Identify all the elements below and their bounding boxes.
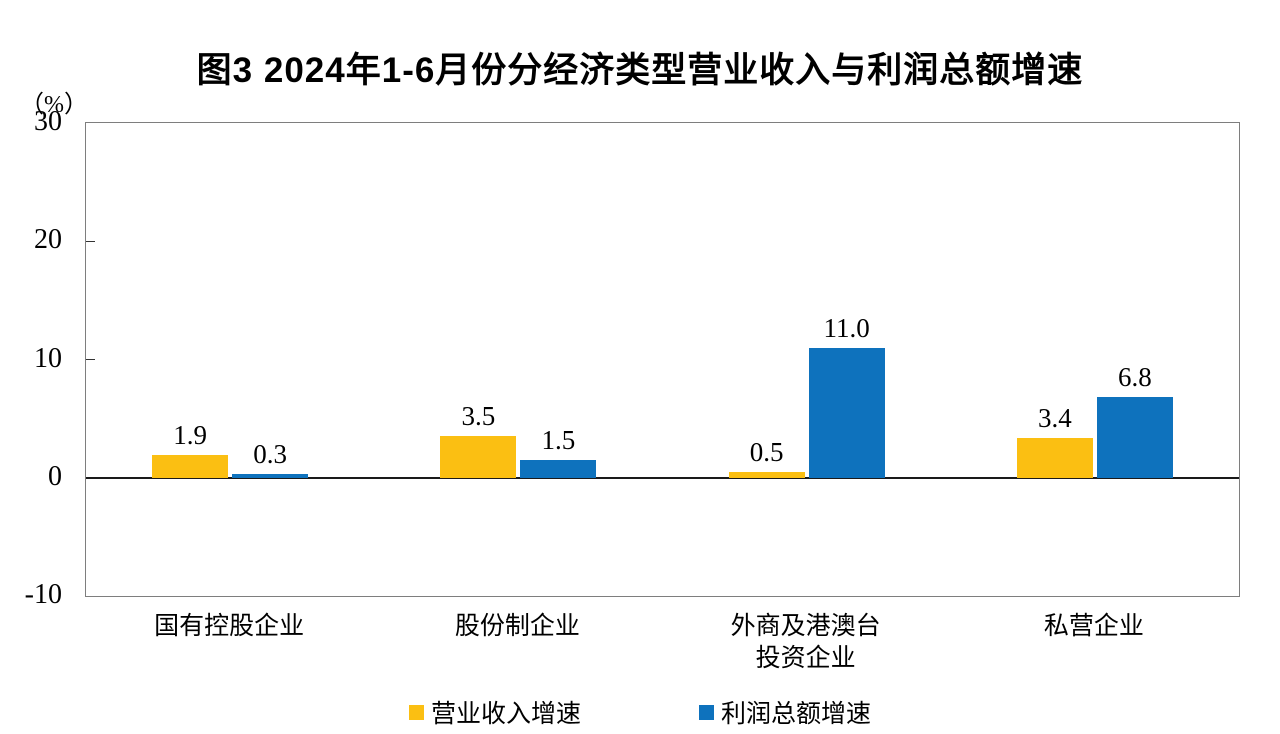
y-axis-tick-label: 0 — [48, 460, 62, 492]
bar-revenue-growth-2 — [440, 436, 517, 478]
bar-revenue-growth-4 — [1016, 437, 1093, 478]
bar-profit-growth-2 — [520, 460, 597, 478]
bar-value-label: 3.4 — [1038, 402, 1072, 433]
y-axis-tick-label: 10 — [34, 342, 62, 374]
legend-item-profit-growth: 利润总额增速 — [699, 694, 871, 730]
x-axis-category-label: 外商及港澳台 投资企业 — [730, 613, 881, 672]
bar-profit-growth-3 — [808, 347, 885, 478]
y-axis-unit-label: （%） — [20, 92, 88, 118]
legend-swatch-icon — [408, 704, 424, 720]
legend-label: 营业收入增速 — [430, 701, 581, 728]
x-axis-category-label: 股份制企业 — [454, 613, 580, 640]
x-axis-category-label: 私营企业 — [1043, 613, 1144, 640]
bar-revenue-growth-3 — [728, 471, 805, 478]
bar-value-label: 0.3 — [253, 439, 287, 470]
legend-item-revenue-growth: 营业收入增速 — [408, 694, 581, 730]
legend-swatch-icon — [699, 704, 714, 720]
bar-value-label: 6.8 — [1118, 362, 1152, 393]
bar-revenue-growth-1 — [152, 455, 229, 478]
y-axis-tick-label: 20 — [34, 224, 62, 256]
bar-value-label: 11.0 — [823, 312, 870, 343]
bar-value-label: 1.9 — [173, 420, 207, 451]
legend-label: 利润总额增速 — [721, 701, 872, 728]
legend: 营业收入增速 利润总额增速 — [0, 694, 1280, 730]
bar-value-label: 1.5 — [541, 425, 576, 455]
bar-profit-growth-4 — [1096, 397, 1173, 478]
bar-value-label: 3.5 — [461, 401, 496, 432]
y-axis-tick — [86, 358, 95, 361]
y-axis-tick-label: 30 — [34, 106, 62, 137]
y-axis-tick-label: -10 — [24, 579, 62, 610]
chart-title: 图3 2024年1-6月份分经济类型营业收入与利润总额增速 — [196, 51, 1084, 90]
bar-value-label: 0.5 — [749, 436, 784, 467]
plot-area: 1.9 0.3 3.5 1.5 0.5 11.0 3.4 6.8 — [85, 122, 1240, 597]
zero-axis-line — [86, 476, 1239, 479]
x-axis-category-label: 国有控股企业 — [154, 613, 305, 640]
bar-profit-growth-1 — [232, 474, 309, 478]
y-axis-tick — [86, 240, 95, 242]
